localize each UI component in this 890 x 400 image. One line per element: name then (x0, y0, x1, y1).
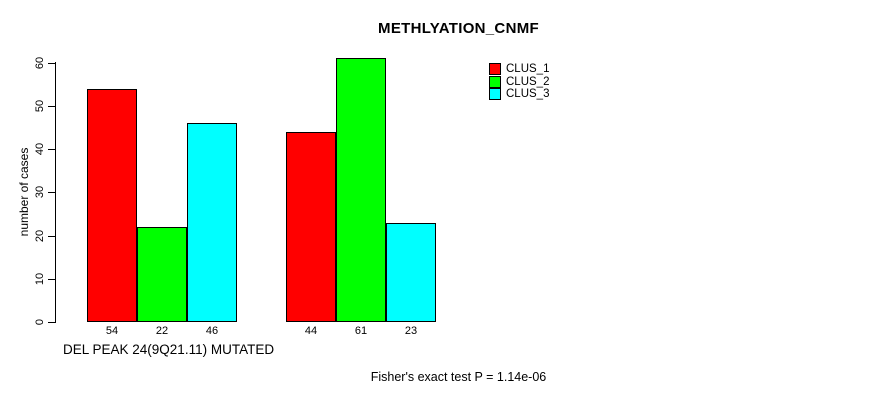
bar-clus_1-group1 (87, 88, 137, 322)
bar-clus_1-group2 (286, 131, 336, 322)
y-tick-label: 40 (34, 143, 46, 156)
y-tick-label: 0 (34, 318, 46, 326)
y-tick-mark (48, 235, 55, 237)
y-tick-label: 60 (34, 56, 46, 69)
y-tick-mark (48, 322, 55, 323)
bar-value-label: 22 (155, 325, 169, 337)
y-tick-mark (48, 278, 55, 280)
y-tick-label: 20 (34, 229, 46, 242)
legend-label: CLUS_3 (506, 88, 550, 100)
legend: CLUS_1 CLUS_2 CLUS_3 (489, 63, 549, 101)
bar-value-label: 23 (404, 325, 418, 337)
legend-swatch-clus_2 (489, 75, 501, 88)
bar-clus_2-group1 (137, 226, 187, 322)
legend-label: CLUS_2 (506, 75, 550, 88)
bar-value-label: 61 (354, 325, 368, 337)
y-tick-label: 10 (34, 272, 46, 285)
bar-clus_3-group2 (386, 222, 436, 322)
y-axis-line (55, 62, 56, 323)
y-tick-mark (48, 106, 55, 107)
legend-item-clus_2: CLUS_2 (489, 75, 550, 88)
y-tick-mark (48, 149, 55, 151)
y-axis-label: number of cases (17, 147, 31, 237)
legend-swatch-clus_3 (489, 88, 501, 100)
bar-value-label: 54 (105, 325, 119, 337)
y-tick-mark (48, 62, 55, 64)
y-tick-label: 50 (34, 99, 46, 113)
y-tick-label: 30 (34, 186, 46, 199)
bar-clus_3-group1 (187, 123, 237, 322)
fisher-test-annotation: Fisher's exact test P = 1.14e-06 (370, 370, 547, 384)
y-tick-mark (48, 192, 55, 194)
legend-item-clus_1: CLUS_1 (489, 63, 549, 75)
bar-value-label: 46 (205, 325, 219, 337)
x-axis-label: DEL PEAK 24(9Q21.11) MUTATED (63, 342, 275, 357)
chart-title: METHLYATION_CNMF (378, 20, 539, 37)
bar-value-label: 44 (304, 325, 318, 337)
legend-label: CLUS_1 (506, 63, 550, 75)
legend-swatch-clus_1 (489, 63, 501, 75)
bar-clus_2-group2 (336, 58, 386, 322)
legend-item-clus_3: CLUS_3 (489, 88, 549, 100)
